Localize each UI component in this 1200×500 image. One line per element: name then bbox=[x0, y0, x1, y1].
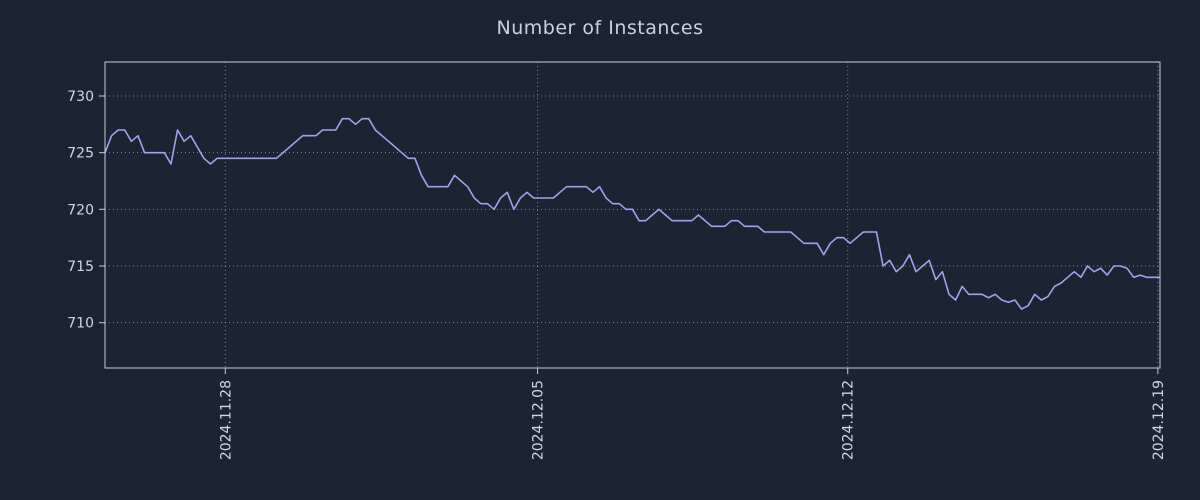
chart-title: Number of Instances bbox=[496, 17, 704, 39]
data-series-line bbox=[104, 117, 1161, 310]
y-tick-label: 725 bbox=[67, 146, 94, 162]
y-tick-label: 730 bbox=[67, 89, 94, 105]
y-tick-label: 720 bbox=[67, 202, 94, 218]
y-tick-label: 715 bbox=[67, 259, 94, 275]
x-tick-label: 2024.12.05 bbox=[531, 380, 547, 460]
y-tick-label: 710 bbox=[67, 316, 94, 332]
x-tick-label: 2024.12.19 bbox=[1151, 380, 1167, 460]
x-tick-label: 2024.11.28 bbox=[218, 380, 234, 460]
plot-border bbox=[104, 61, 1161, 369]
x-tick-label: 2024.12.12 bbox=[841, 380, 857, 460]
